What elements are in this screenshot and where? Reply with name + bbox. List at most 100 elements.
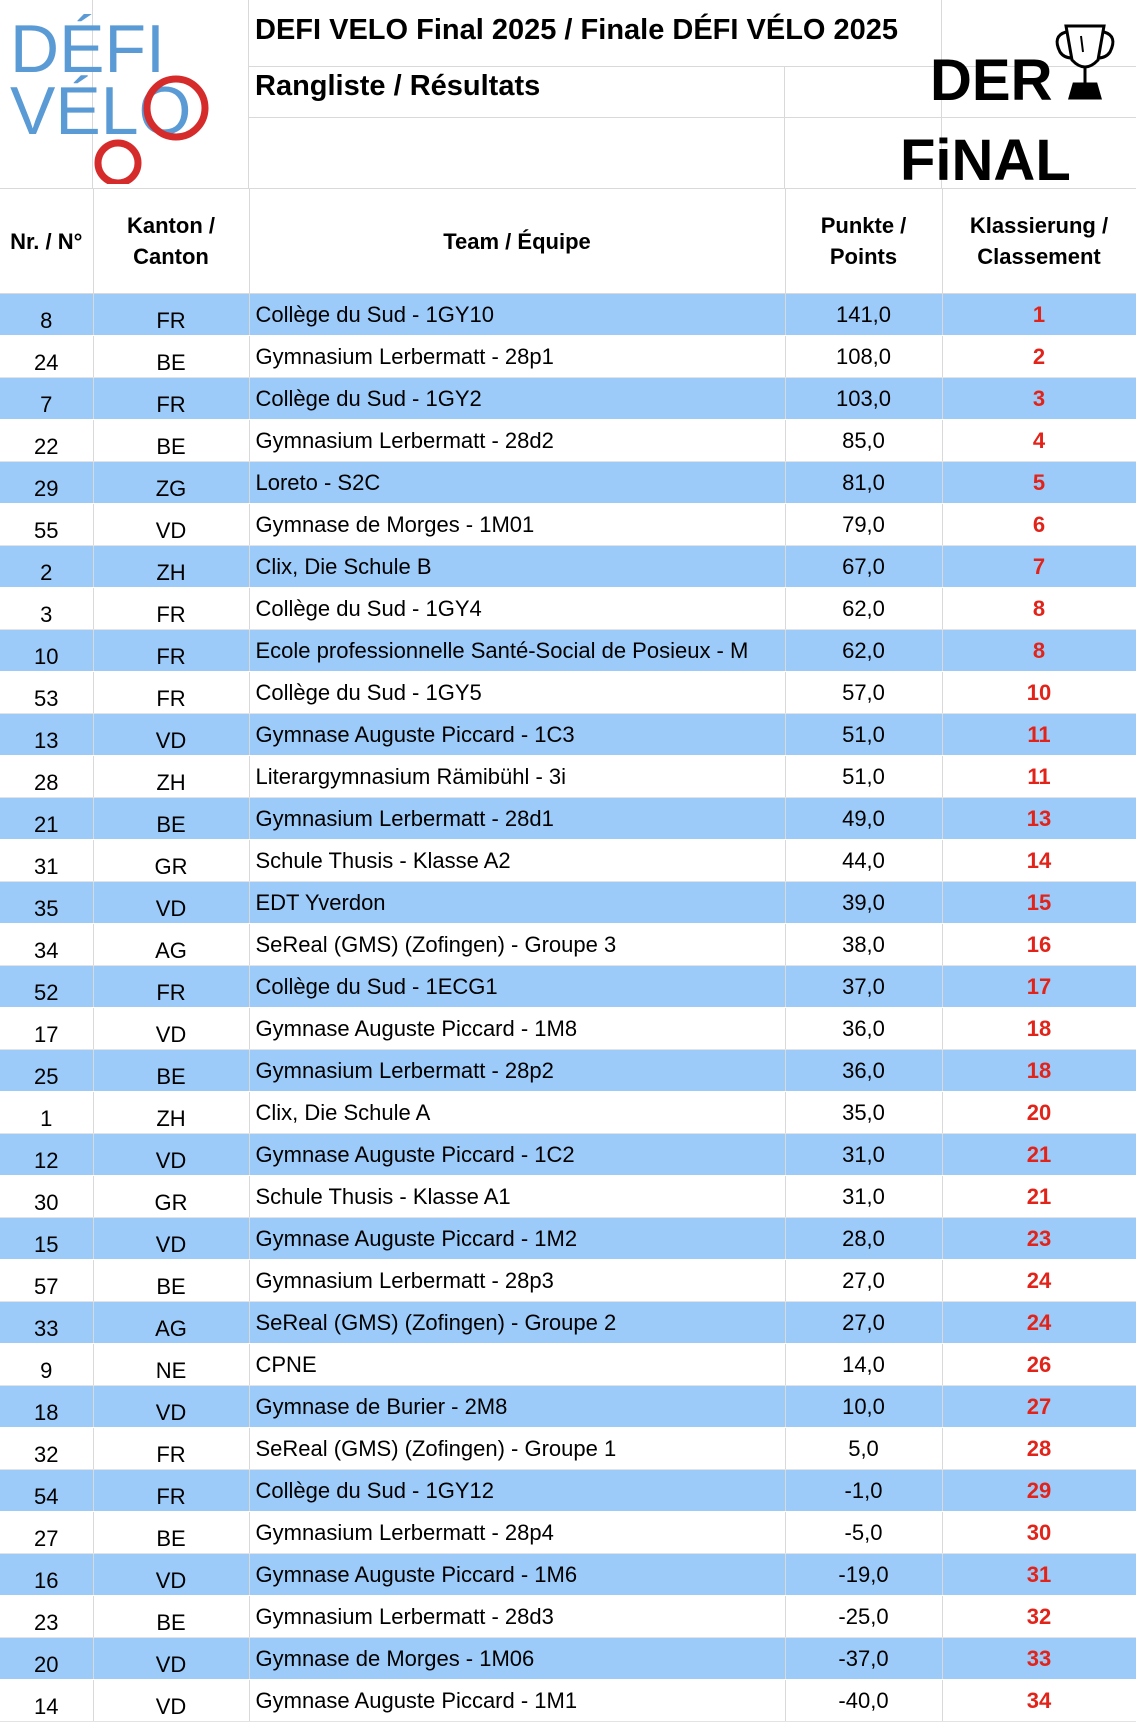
cell-canton: FR	[93, 587, 250, 630]
cell-team: Collège du Sud - 1GY4	[249, 587, 786, 630]
cell-points: 36,0	[785, 1049, 943, 1092]
cell-rank: 32	[942, 1595, 1136, 1638]
cell-nr: 7	[0, 377, 94, 420]
cell-points: -5,0	[785, 1511, 943, 1554]
table-row: 35 VD EDT Yverdon 39,0 15	[0, 881, 1136, 924]
cell-canton: VD	[93, 503, 250, 546]
cell-canton: GR	[93, 839, 250, 882]
cell-rank: 18	[942, 1049, 1136, 1092]
table-row: 15 VD Gymnase Auguste Piccard - 1M2 28,0 23	[0, 1217, 1136, 1260]
cell-team: Schule Thusis - Klasse A1	[249, 1175, 786, 1218]
cell-nr: 28	[0, 755, 94, 798]
cell-points: 108,0	[785, 335, 943, 378]
cell-team: Collège du Sud - 1ECG1	[249, 965, 786, 1008]
cell-team: Clix, Die Schule A	[249, 1091, 786, 1134]
cell-nr: 52	[0, 965, 94, 1008]
table-body: 8 FR Collège du Sud - 1GY10 141,0 1 24 BE Gymna…	[0, 293, 1136, 1722]
cell-team: Gymnase Auguste Piccard - 1M2	[249, 1217, 786, 1260]
cell-rank: 11	[942, 755, 1136, 798]
cell-points: 51,0	[785, 713, 943, 756]
cell-canton: BE	[93, 419, 250, 462]
cell-nr: 2	[0, 545, 94, 588]
cell-team: Gymnase de Morges - 1M06	[249, 1637, 786, 1680]
cell-rank: 11	[942, 713, 1136, 756]
cell-nr: 22	[0, 419, 94, 462]
cell-nr: 32	[0, 1427, 94, 1470]
cell-nr: 15	[0, 1217, 94, 1260]
cell-rank: 29	[942, 1469, 1136, 1512]
table-row: 1 ZH Clix, Die Schule A 35,0 20	[0, 1091, 1136, 1134]
header-gridline	[784, 66, 785, 189]
cell-rank: 8	[942, 587, 1136, 630]
cell-nr: 25	[0, 1049, 94, 1092]
cell-canton: GR	[93, 1175, 250, 1218]
cell-canton: NE	[93, 1343, 250, 1386]
cell-team: Gymnasium Lerbermatt - 28p4	[249, 1511, 786, 1554]
cell-team: SeReal (GMS) (Zofingen) - Groupe 1	[249, 1427, 786, 1470]
cell-rank: 17	[942, 965, 1136, 1008]
table-row: 57 BE Gymnasium Lerbermatt - 28p3 27,0 24	[0, 1259, 1136, 1302]
cell-canton: VD	[93, 1007, 250, 1050]
cell-team: CPNE	[249, 1343, 786, 1386]
cell-team: Collège du Sud - 1GY2	[249, 377, 786, 420]
page-title: DEFI VELO Final 2025 / Finale DÉFI VÉLO …	[255, 14, 899, 46]
cell-canton: ZG	[93, 461, 250, 504]
table-row: 32 FR SeReal (GMS) (Zofingen) - Groupe 1 5,…	[0, 1427, 1136, 1470]
header-gridline	[941, 0, 942, 189]
cell-canton: BE	[93, 1259, 250, 1302]
cell-team: SeReal (GMS) (Zofingen) - Groupe 2	[249, 1301, 786, 1344]
cell-canton: BE	[93, 1511, 250, 1554]
cell-rank: 1	[942, 293, 1136, 336]
header-ranking: Klassierung / Classement	[942, 189, 1136, 294]
cell-canton: VD	[93, 1553, 250, 1596]
cell-points: 39,0	[785, 881, 943, 924]
cell-nr: 1	[0, 1091, 94, 1134]
table-row: 53 FR Collège du Sud - 1GY5 57,0 10	[0, 671, 1136, 714]
results-table: Nr. / N° Kanton / Canton Team / Équipe Pu…	[0, 189, 1136, 1722]
cell-team: Gymnase Auguste Piccard - 1C3	[249, 713, 786, 756]
table-row: 14 VD Gymnase Auguste Piccard - 1M1 -40,0 34	[0, 1679, 1136, 1722]
cell-canton: ZH	[93, 1091, 250, 1134]
cell-canton: VD	[93, 1679, 250, 1722]
cell-team: Gymnasium Lerbermatt - 28d1	[249, 797, 786, 840]
cell-nr: 13	[0, 713, 94, 756]
cell-nr: 53	[0, 671, 94, 714]
cell-rank: 21	[942, 1175, 1136, 1218]
table-row: 55 VD Gymnase de Morges - 1M01 79,0 6	[0, 503, 1136, 546]
cell-canton: BE	[93, 797, 250, 840]
cell-canton: VD	[93, 1385, 250, 1428]
cell-canton: VD	[93, 1217, 250, 1260]
cell-points: 31,0	[785, 1133, 943, 1176]
table-header-row: Nr. / N° Kanton / Canton Team / Équipe Pu…	[0, 189, 1136, 294]
table-row: 31 GR Schule Thusis - Klasse A2 44,0 14	[0, 839, 1136, 882]
cell-rank: 20	[942, 1091, 1136, 1134]
table-row: 24 BE Gymnasium Lerbermatt - 28p1 108,0 2	[0, 335, 1136, 378]
cell-team: Ecole professionnelle Santé-Social de Po…	[249, 629, 786, 672]
cell-rank: 26	[942, 1343, 1136, 1386]
cell-rank: 31	[942, 1553, 1136, 1596]
cell-points: 81,0	[785, 461, 943, 504]
header-gridline	[248, 0, 249, 189]
cell-team: Gymnase de Burier - 2M8	[249, 1385, 786, 1428]
cell-canton: BE	[93, 1595, 250, 1638]
cell-points: 141,0	[785, 293, 943, 336]
cell-canton: BE	[93, 1049, 250, 1092]
cell-nr: 35	[0, 881, 94, 924]
table-row: 17 VD Gymnase Auguste Piccard - 1M8 36,0 18	[0, 1007, 1136, 1050]
cell-rank: 3	[942, 377, 1136, 420]
defi-velo-logo: DÉFI VÉLO	[10, 14, 209, 184]
cell-nr: 55	[0, 503, 94, 546]
header-gridline	[92, 0, 93, 189]
cell-rank: 10	[942, 671, 1136, 714]
table-row: 21 BE Gymnasium Lerbermatt - 28d1 49,0 13	[0, 797, 1136, 840]
cell-nr: 21	[0, 797, 94, 840]
table-row: 28 ZH Literargymnasium Rämibühl - 3i 51,0 11	[0, 755, 1136, 798]
cell-rank: 28	[942, 1427, 1136, 1470]
cell-points: 27,0	[785, 1301, 943, 1344]
cell-canton: FR	[93, 671, 250, 714]
cell-nr: 29	[0, 461, 94, 504]
cell-points: 85,0	[785, 419, 943, 462]
cell-canton: BE	[93, 335, 250, 378]
cell-canton: AG	[93, 1301, 250, 1344]
cell-rank: 18	[942, 1007, 1136, 1050]
